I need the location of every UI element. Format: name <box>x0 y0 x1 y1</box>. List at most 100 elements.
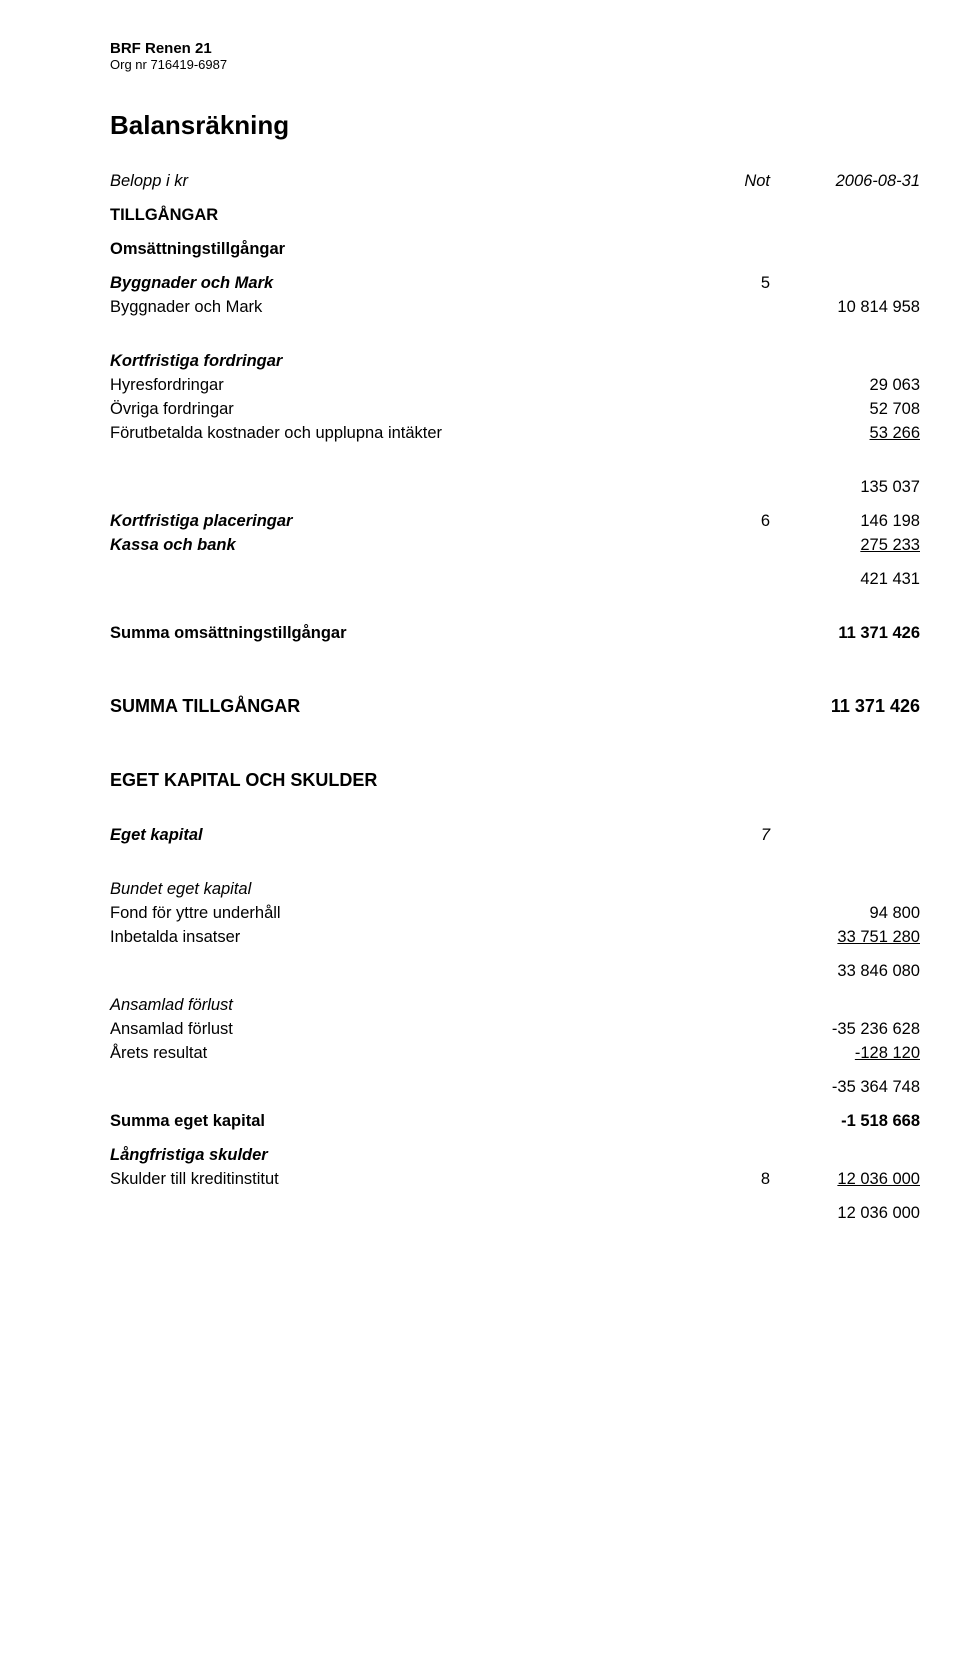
table-row: 135 037 103 660 <box>110 475 960 499</box>
maintenance-fund-label: Fond för yttre underhåll <box>110 901 710 925</box>
value-cell: -35 236 628 <box>770 1017 920 1041</box>
table-row: Summa omsättningstillgångar 11 371 426 1… <box>110 621 960 645</box>
prepaid-label: Förutbetalda kostnader och upplupna intä… <box>110 421 710 445</box>
table-row: Förutbetalda kostnader och upplupna intä… <box>110 421 960 445</box>
org-name: BRF Renen 21 <box>110 40 960 57</box>
value-cell: 53 266 <box>770 421 920 445</box>
value-cell: -694 881 <box>920 1041 960 1065</box>
table-row: EGET KAPITAL OCH SKULDER <box>110 767 960 793</box>
sum-current-assets-label: Summa omsättningstillgångar <box>110 621 710 645</box>
table-row: Bundet eget kapital <box>110 877 960 901</box>
sum-cell: 11 371 426 <box>770 621 920 645</box>
value-cell: 33 751 280 <box>920 925 960 949</box>
value-cell: 52 708 <box>770 397 920 421</box>
table-row: Långfristiga skulder <box>110 1143 960 1167</box>
note-ref: 7 <box>710 823 770 847</box>
value-cell: 12 036 000 <box>920 1167 960 1191</box>
table-row: Inbetalda insatser 33 751 280 33 751 280 <box>110 925 960 949</box>
org-number: Org nr 716419-6987 <box>110 57 960 72</box>
buildings-land-value-label: Byggnader och Mark <box>110 295 710 319</box>
buildings-land-label: Byggnader och Mark <box>110 271 710 295</box>
table-row: Eget kapital 7 <box>110 823 960 847</box>
value-cell: 94 800 <box>770 901 920 925</box>
subtotal-cell: 421 431 <box>770 567 920 591</box>
current-assets-header: Omsättningstillgångar <box>110 237 710 261</box>
note-ref: 6 <box>710 509 770 533</box>
sum-assets-label: SUMMA TILLGÅNGAR <box>110 693 710 719</box>
credit-inst-label: Skulder till kreditinstitut <box>110 1167 710 1191</box>
short-investments-label: Kortfristiga placeringar <box>110 509 710 533</box>
subtotal-cell: 135 037 <box>770 475 920 499</box>
page-title: Balansräkning <box>110 110 960 141</box>
table-row: Fond för yttre underhåll 94 800 94 800 <box>110 901 960 925</box>
sum-cell: 11 367 465 <box>920 621 960 645</box>
subtotal-cell: 12 036 000 <box>770 1201 920 1225</box>
value-cell: 146 198 <box>920 509 960 533</box>
value-cell: 33 751 280 <box>770 925 920 949</box>
subtotal-cell: 350 757 <box>920 567 960 591</box>
col-not: Not <box>710 169 770 193</box>
table-row: Övriga fordringar 52 708 46 116 <box>110 397 960 421</box>
table-row: SUMMA TILLGÅNGAR 11 371 426 11 367 465 <box>110 693 960 719</box>
value-cell: 10 814 958 <box>770 295 920 319</box>
sum-cell: 11 371 426 <box>770 693 920 719</box>
value-cell: 204 559 <box>920 533 960 557</box>
value-cell: 12 036 000 <box>770 1167 920 1191</box>
accum-loss-label: Ansamlad förlust <box>110 1017 710 1041</box>
rent-receivables-label: Hyresfordringar <box>110 373 710 397</box>
value-cell: 49 923 <box>920 421 960 445</box>
table-row: Kassa och bank 275 233 204 559 <box>110 533 960 557</box>
column-header-row: Belopp i kr Not 2006-08-31 2005-08-31 <box>110 169 960 193</box>
assets-header: TILLGÅNGAR <box>110 203 710 227</box>
cash-bank-label: Kassa och bank <box>110 533 710 557</box>
table-row: Kortfristiga fordringar <box>110 349 960 373</box>
subtotal-cell: -35 236 629 <box>920 1075 960 1099</box>
value-cell: 94 800 <box>920 901 960 925</box>
year-result-label: Årets resultat <box>110 1041 710 1065</box>
value-cell: 46 116 <box>920 397 960 421</box>
longterm-liab-header: Långfristiga skulder <box>110 1143 710 1167</box>
short-receivables-header: Kortfristiga fordringar <box>110 349 710 373</box>
page-number: 6 <box>110 1263 960 1281</box>
value-cell: 10 913 048 <box>920 295 960 319</box>
equity-liab-header: EGET KAPITAL OCH SKULDER <box>110 767 710 793</box>
table-row: Ansamlad förlust <box>110 993 960 1017</box>
subtotal-cell: 12 036 000 <box>920 1201 960 1225</box>
subtotal-cell: -35 364 748 <box>770 1075 920 1099</box>
value-cell: -34 541 748 <box>920 1017 960 1041</box>
sum-cell: 11 367 465 <box>920 693 960 719</box>
subtotal-cell: 33 846 080 <box>770 959 920 983</box>
restricted-equity-header: Bundet eget kapital <box>110 877 710 901</box>
sum-equity-label: Summa eget kapital <box>110 1109 710 1133</box>
value-cell: 7 621 <box>920 373 960 397</box>
subtotal-cell: 103 660 <box>920 475 960 499</box>
table-row: Byggnader och Mark 5 <box>110 271 960 295</box>
value-cell: 146 198 <box>770 509 920 533</box>
table-row: Hyresfordringar 29 063 7 621 <box>110 373 960 397</box>
value-cell: -128 120 <box>770 1041 920 1065</box>
sum-cell: -1 390 549 <box>920 1109 960 1133</box>
sum-cell: -1 518 668 <box>770 1109 920 1133</box>
note-ref: 5 <box>710 271 770 295</box>
value-cell: 275 233 <box>770 533 920 557</box>
table-row: Byggnader och Mark 10 814 958 10 913 048 <box>110 295 960 319</box>
table-row: Ansamlad förlust -35 236 628 -34 541 748 <box>110 1017 960 1041</box>
value-cell: 29 063 <box>770 373 920 397</box>
table-row: -35 364 748 -35 236 629 <box>110 1075 960 1099</box>
col-period1: 2006-08-31 <box>770 169 920 193</box>
equity-label: Eget kapital <box>110 823 710 847</box>
table-row: TILLGÅNGAR <box>110 203 960 227</box>
table-row: Årets resultat -128 120 -694 881 <box>110 1041 960 1065</box>
table-row: Summa eget kapital -1 518 668 -1 390 549 <box>110 1109 960 1133</box>
table-row: Skulder till kreditinstitut 8 12 036 000… <box>110 1167 960 1191</box>
table-row: Kortfristiga placeringar 6 146 198 146 1… <box>110 509 960 533</box>
accum-loss-header: Ansamlad förlust <box>110 993 710 1017</box>
subtotal-cell: 33 846 080 <box>920 959 960 983</box>
table-row: 421 431 350 757 <box>110 567 960 591</box>
col-label: Belopp i kr <box>110 169 710 193</box>
other-receivables-label: Övriga fordringar <box>110 397 710 421</box>
col-period2: 2005-08-31 <box>920 169 960 193</box>
note-ref: 8 <box>710 1167 770 1191</box>
balance-sheet-table: Belopp i kr Not 2006-08-31 2005-08-31 TI… <box>110 169 960 1225</box>
paid-contributions-label: Inbetalda insatser <box>110 925 710 949</box>
